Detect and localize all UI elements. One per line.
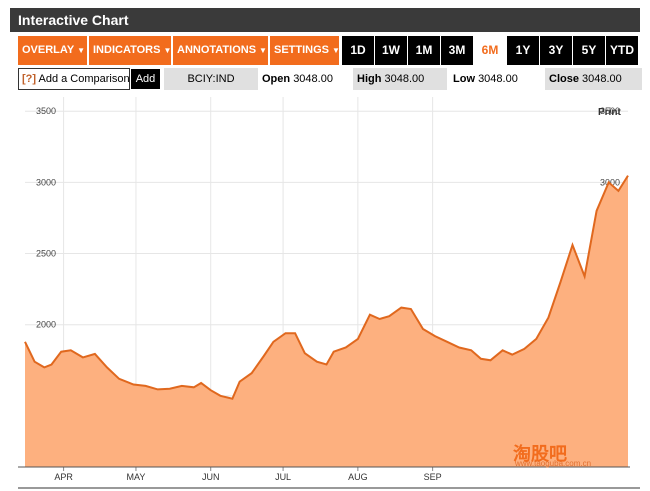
indicators-menu-label: INDICATORS [93,44,161,56]
range-1w-button[interactable]: 1W [375,36,407,65]
watermark-url: www.taoguba.com.cn [515,459,592,468]
range-3m-button[interactable]: 3M [441,36,473,65]
high-value: 3048.00 [384,73,425,85]
low-stat: Low 3048.00 [449,68,543,90]
range-1m-button[interactable]: 1M [408,36,440,65]
close-value: 3048.00 [582,73,622,85]
low-value: 3048.00 [478,73,518,85]
window-title: Interactive Chart [10,8,640,32]
x-tick-label: APR [54,472,73,482]
range-1y-button[interactable]: 1Y [507,36,539,65]
range-ytd-button[interactable]: YTD [606,36,638,65]
watermark-logo: 淘股吧 [513,444,567,465]
settings-menu-label: SETTINGS [274,44,330,56]
x-tick-label: SEP [424,472,442,482]
x-tick-label: MAY [127,472,146,482]
print-button[interactable]: Print [598,107,621,118]
chart-toolbar: OVERLAY ▼ INDICATORS ▼ ANNOTATIONS ▼ SET… [18,36,638,65]
open-stat: Open 3048.00 [258,68,352,90]
range-3y-button[interactable]: 3Y [540,36,572,65]
settings-menu-button[interactable]: SETTINGS ▼ [270,36,340,65]
y-tick-label-left: 3000 [36,177,56,187]
ticker-symbol: BCIY:IND [164,68,258,90]
close-stat: Close 3048.00 [545,68,642,90]
overlay-menu-label: OVERLAY [22,44,75,56]
x-tick-label: JUN [202,472,220,482]
open-label: Open [262,73,291,85]
x-tick-label: AUG [348,472,368,482]
caret-down-icon: ▼ [332,46,340,55]
range-6m-button[interactable]: 6M [474,36,506,65]
caret-down-icon: ▼ [163,46,172,55]
add-comparison-button[interactable]: Add [131,69,160,89]
y-tick-label-left: 3500 [36,106,56,116]
y-tick-label-right: 3500 [600,106,620,116]
help-icon[interactable]: [?] [22,73,37,85]
x-tick-label: JUL [275,472,291,482]
open-value: 3048.00 [293,73,333,85]
annotations-menu-label: ANNOTATIONS [177,44,257,56]
annotations-menu-button[interactable]: ANNOTATIONS ▼ [173,36,268,65]
caret-down-icon: ▼ [77,46,86,55]
low-label: Low [453,73,475,85]
series-area [25,175,628,467]
close-label: Close [549,73,579,85]
series-line [24,175,629,400]
y-tick-label-left: 2500 [36,249,56,259]
high-label: High [357,73,382,85]
indicators-menu-button[interactable]: INDICATORS ▼ [89,36,171,65]
range-5y-button[interactable]: 5Y [573,36,605,65]
y-tick-label-left: 2000 [36,320,56,330]
overlay-menu-button[interactable]: OVERLAY ▼ [18,36,87,65]
quote-info-row: [?] Add a Comparison Add BCIY:IND Open 3… [18,68,642,90]
range-1d-button[interactable]: 1D [342,36,374,65]
caret-down-icon: ▼ [259,46,267,55]
time-range-selector: 1D 1W 1M 3M 6M 1Y 3Y 5Y YTD [341,36,638,65]
add-comparison-label: Add a Comparison [38,73,130,85]
high-stat: High 3048.00 [353,68,447,90]
add-comparison-field[interactable]: [?] Add a Comparison [18,68,130,90]
